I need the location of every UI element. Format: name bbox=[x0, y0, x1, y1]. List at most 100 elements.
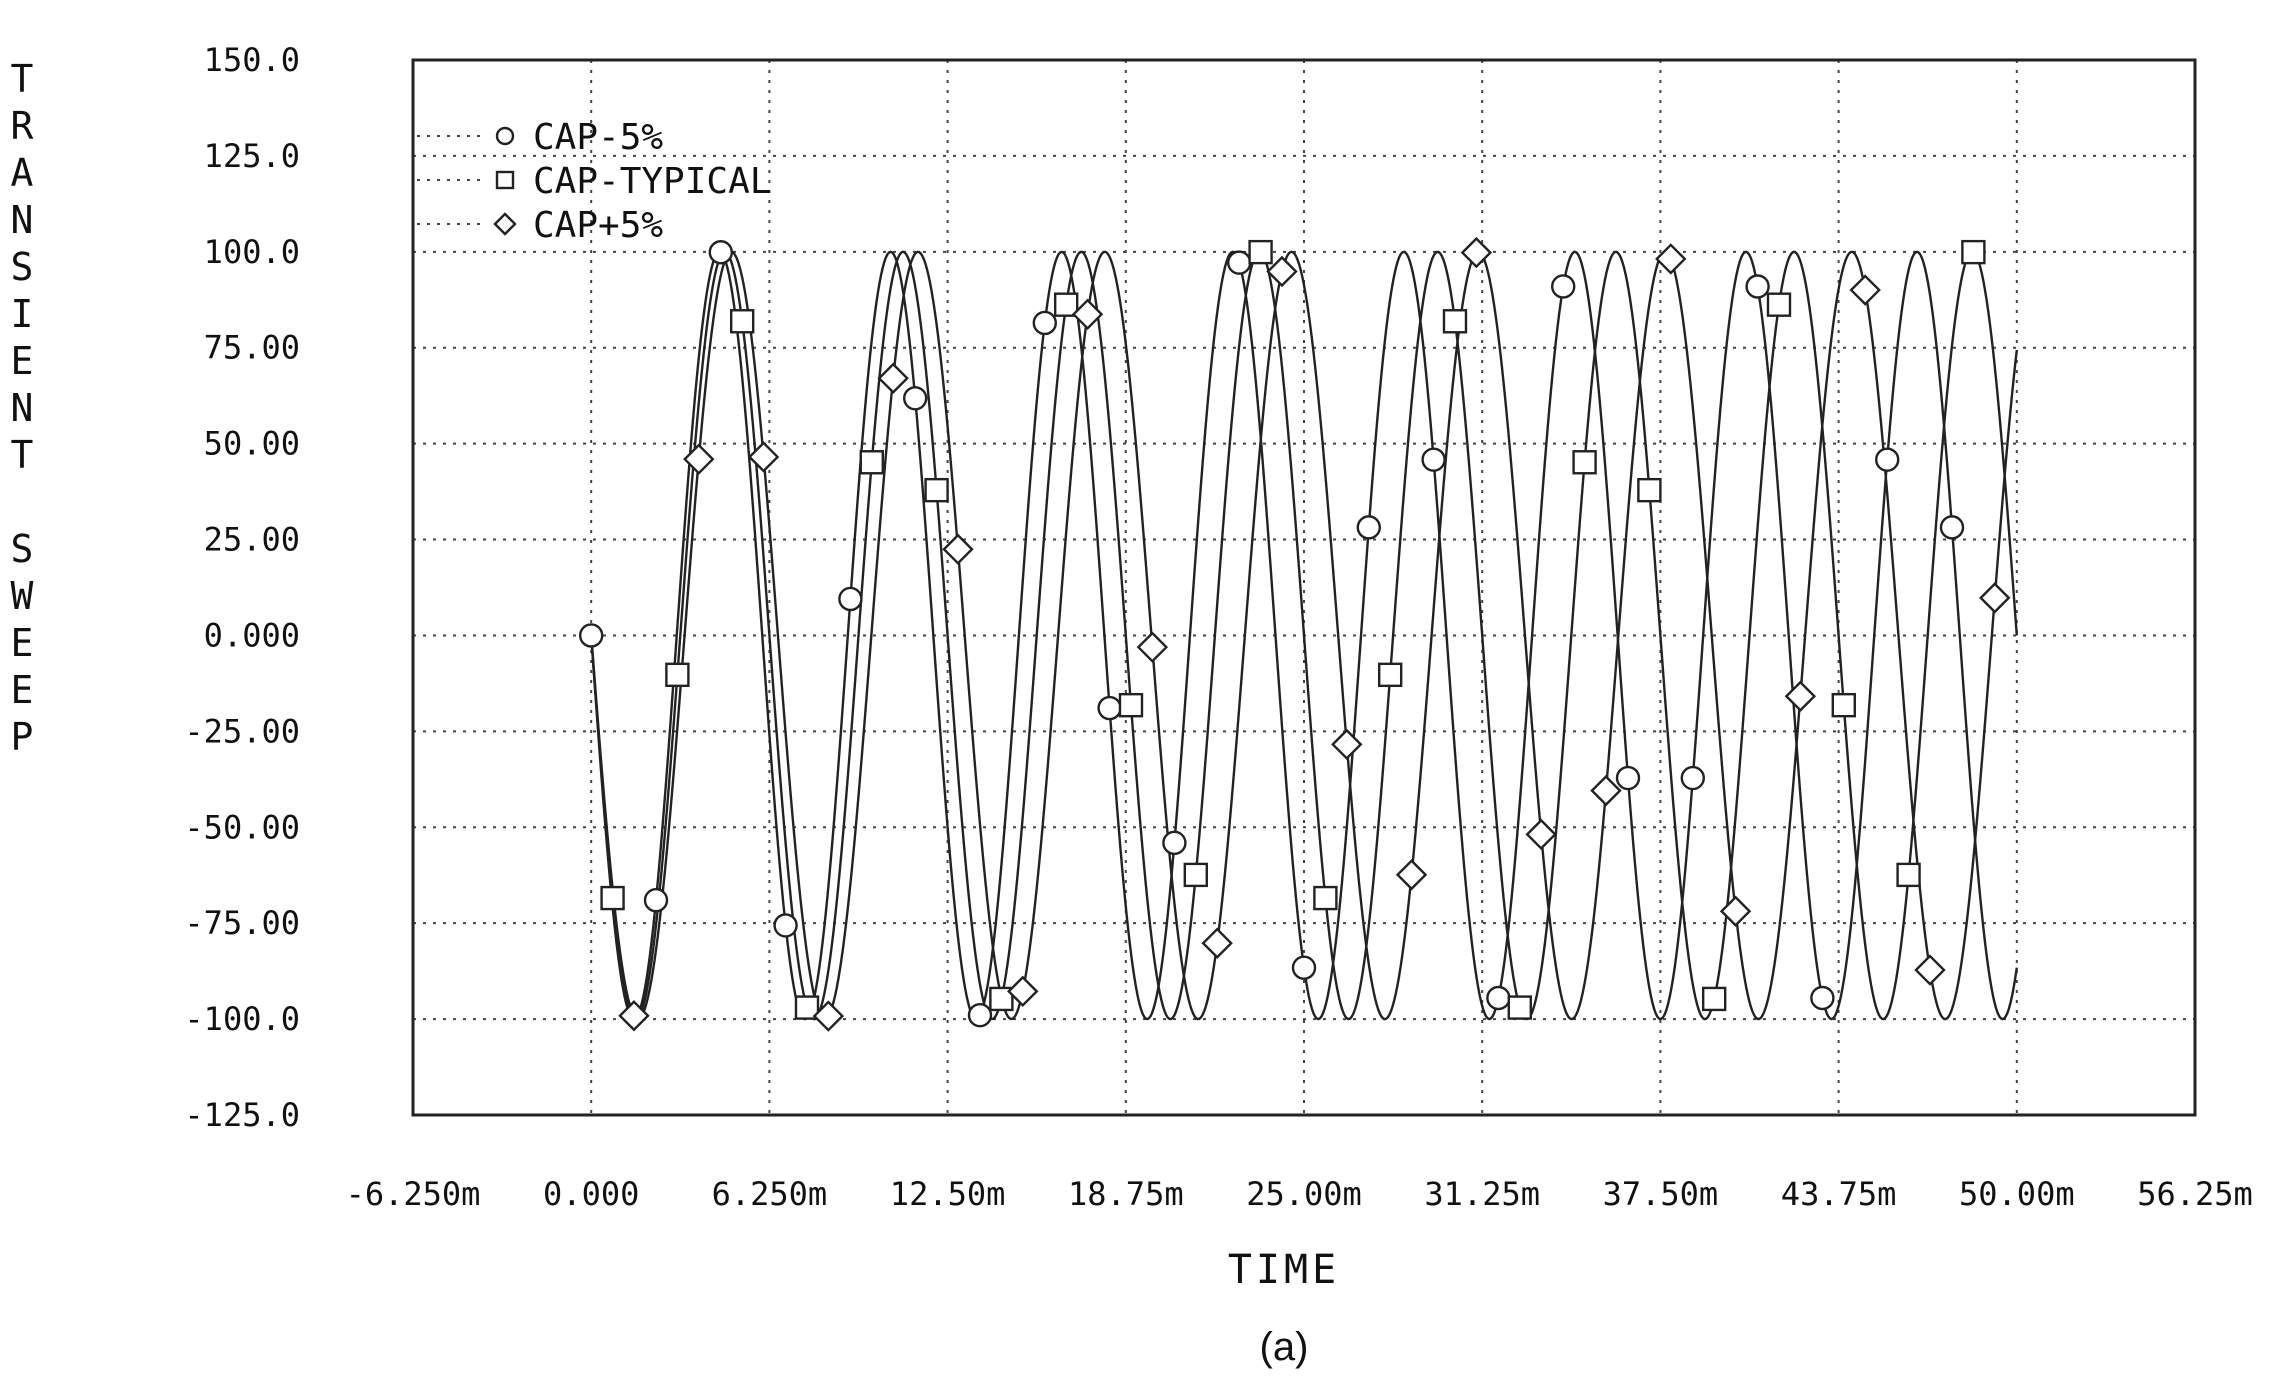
diamond-marker bbox=[812, 1000, 845, 1032]
circle-marker bbox=[1486, 985, 1511, 1011]
square-marker bbox=[1183, 862, 1208, 888]
square-marker bbox=[924, 477, 949, 503]
square-marker bbox=[1377, 662, 1403, 688]
y-tick-label: 25.00 bbox=[204, 521, 300, 559]
square-marker bbox=[1961, 239, 1986, 265]
diamond-marker bbox=[683, 443, 715, 475]
diamond-marker bbox=[1719, 895, 1752, 927]
circle-marker bbox=[708, 240, 733, 265]
circle-marker bbox=[1032, 310, 1058, 336]
circle-marker bbox=[967, 1002, 993, 1028]
x-tick-label: 6.250m bbox=[712, 1175, 828, 1213]
y-tick-label: 150.0 bbox=[204, 41, 300, 79]
y-tick-labels: 150.0 125.0 100.0 75.00 50.00 25.00 0.000 -25.0… bbox=[184, 41, 300, 1134]
x-tick-label: 56.25m bbox=[2137, 1175, 2253, 1213]
square-marker bbox=[794, 995, 820, 1020]
circle-marker bbox=[495, 126, 515, 146]
square-marker bbox=[989, 986, 1014, 1012]
square-marker bbox=[1637, 477, 1662, 503]
circle-marker bbox=[579, 623, 604, 648]
circle-marker bbox=[1810, 985, 1835, 1011]
x-tick-label: 25.00m bbox=[1246, 1175, 1362, 1213]
circle-marker bbox=[1356, 515, 1382, 540]
square-marker bbox=[1572, 450, 1597, 475]
x-tick-label: -6.250m bbox=[346, 1175, 481, 1213]
y-tick-label: 75.00 bbox=[204, 329, 300, 367]
circle-marker bbox=[643, 887, 669, 913]
y-axis-label-char: E bbox=[11, 339, 34, 383]
y-tick-label: 100.0 bbox=[204, 233, 300, 271]
y-axis-label-char: T bbox=[11, 57, 34, 101]
diamond-marker bbox=[1914, 954, 1946, 986]
diamond-marker bbox=[1979, 582, 2011, 614]
y-tick-label: -125.0 bbox=[184, 1096, 300, 1134]
diamond-marker bbox=[1007, 975, 1039, 1008]
square-marker bbox=[1442, 309, 1468, 334]
square-marker bbox=[495, 170, 515, 190]
circle-marker bbox=[1226, 250, 1252, 275]
square-marker bbox=[859, 450, 884, 475]
y-tick-label: -50.00 bbox=[184, 808, 300, 846]
y-axis-label-char: N bbox=[11, 386, 34, 430]
circle-marker bbox=[838, 586, 863, 612]
diamond-marker bbox=[1849, 274, 1881, 306]
y-axis-label-char: W bbox=[11, 574, 34, 618]
x-tick-label: 43.75m bbox=[1781, 1175, 1897, 1213]
square-marker bbox=[729, 309, 755, 334]
circle-marker bbox=[1162, 830, 1187, 856]
y-tick-label: 0.000 bbox=[204, 616, 300, 654]
diamond-marker bbox=[1266, 255, 1298, 288]
diamond-marker bbox=[493, 212, 517, 236]
y-axis-label-char: S bbox=[11, 245, 34, 289]
square-marker bbox=[1313, 885, 1338, 911]
series-markers bbox=[579, 236, 2011, 1032]
x-axis-label: TIME bbox=[1228, 1247, 1340, 1293]
circle-marker bbox=[773, 913, 798, 938]
circle-marker bbox=[1421, 447, 1446, 472]
diamond-marker bbox=[1331, 728, 1363, 761]
y-tick-label: 125.0 bbox=[204, 137, 300, 175]
square-marker bbox=[600, 885, 625, 911]
y-axis-label-char: E bbox=[11, 668, 34, 712]
square-marker bbox=[1766, 292, 1792, 317]
square-marker bbox=[1701, 986, 1727, 1012]
circle-marker bbox=[1615, 765, 1641, 791]
diamond-marker bbox=[618, 1000, 650, 1032]
y-axis-label-char: S bbox=[11, 527, 34, 571]
diamond-marker bbox=[1590, 774, 1622, 807]
y-axis-label-char: P bbox=[11, 715, 34, 759]
legend-label: CAP-TYPICAL bbox=[533, 161, 771, 202]
diamond-marker bbox=[942, 533, 974, 565]
y-axis-label-char: N bbox=[11, 198, 34, 242]
x-tick-label: 0.000 bbox=[543, 1175, 639, 1213]
x-tick-label: 31.25m bbox=[1424, 1175, 1540, 1213]
legend-label: CAP+5% bbox=[533, 205, 663, 246]
diamond-marker bbox=[747, 441, 780, 473]
circle-marker bbox=[1745, 274, 1770, 299]
diamond-marker bbox=[1784, 680, 1817, 712]
circle-marker bbox=[1291, 955, 1317, 980]
figure-caption: (a) bbox=[1260, 1325, 1309, 1369]
y-tick-label: -75.00 bbox=[184, 904, 300, 942]
x-tick-labels: -6.250m 0.000 6.250m 12.50m 18.75m 25.00m 31.2… bbox=[346, 1175, 2253, 1213]
circle-marker bbox=[903, 386, 928, 411]
square-marker bbox=[665, 662, 690, 688]
diamond-marker bbox=[1655, 243, 1687, 275]
series-marker-group bbox=[618, 236, 2011, 1032]
y-tick-label: 50.00 bbox=[204, 425, 300, 463]
circle-marker bbox=[1874, 447, 1900, 472]
y-axis-label-char: E bbox=[11, 621, 34, 665]
x-tick-label: 50.00m bbox=[1959, 1175, 2075, 1213]
y-axis-label-char: A bbox=[11, 151, 34, 195]
plot-frame bbox=[411, 58, 2197, 1117]
y-axis-label-char: T bbox=[11, 433, 34, 477]
diamond-marker bbox=[1460, 236, 1493, 269]
diamond-marker bbox=[1071, 298, 1104, 331]
x-tick-label: 12.50m bbox=[890, 1175, 1006, 1213]
diamond-marker bbox=[877, 362, 909, 394]
x-tick-label: 37.50m bbox=[1603, 1175, 1719, 1213]
diamond-marker bbox=[1136, 631, 1169, 663]
